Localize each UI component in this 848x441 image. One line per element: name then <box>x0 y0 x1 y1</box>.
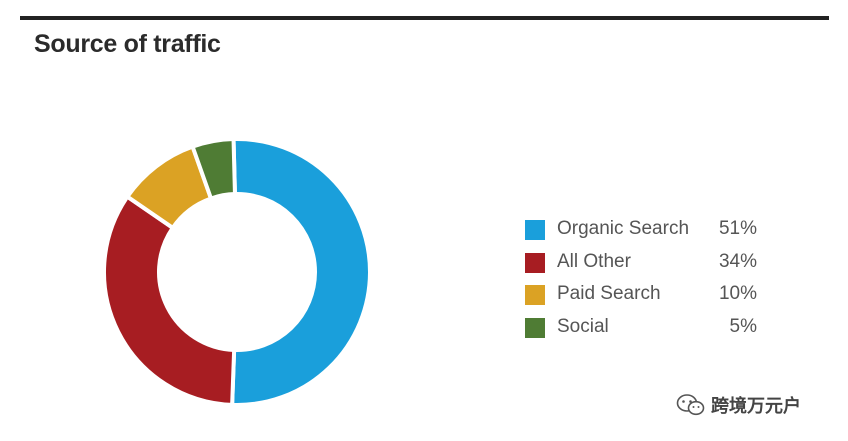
legend-label-paid-search: Paid Search <box>557 283 661 304</box>
legend-label-all-other: All Other <box>557 250 631 272</box>
watermark-text: 跨境万元户 <box>711 396 801 417</box>
legend-item-paid-search: Paid Search 10% <box>525 281 757 314</box>
legend-item-social: Social 5% <box>525 314 757 347</box>
legend-swatch-social <box>525 317 545 338</box>
donut-slice-social <box>190 136 238 202</box>
legend-value-social: 5% <box>729 315 757 337</box>
legend-label-organic-search: Organic Search <box>557 218 690 239</box>
top-rule <box>20 16 829 20</box>
legend-swatch-organic-search <box>525 220 545 240</box>
legend-item-organic-search: Organic Search 51% <box>525 216 757 249</box>
legend-swatch-paid-search <box>525 285 545 305</box>
donut-slice-all-other <box>102 193 237 407</box>
legend-label-social: Social <box>557 315 609 337</box>
chart-title: Source of traffic <box>34 30 221 58</box>
legend-value-paid-search: 10% <box>718 283 757 304</box>
legend-item-all-other: All Other 34% <box>525 249 757 282</box>
donut-slice-organic-search <box>230 137 372 407</box>
donut-slices <box>102 136 372 407</box>
legend-value-organic-search: 51% <box>718 218 757 239</box>
legend-swatch-all-other <box>525 252 545 273</box>
watermark: 跨境万元户 <box>676 393 801 417</box>
wechat-icon <box>676 394 705 416</box>
legend-value-all-other: 34% <box>718 250 757 272</box>
legend: Organic Search 51% All Other 34% Paid Se… <box>525 216 757 346</box>
